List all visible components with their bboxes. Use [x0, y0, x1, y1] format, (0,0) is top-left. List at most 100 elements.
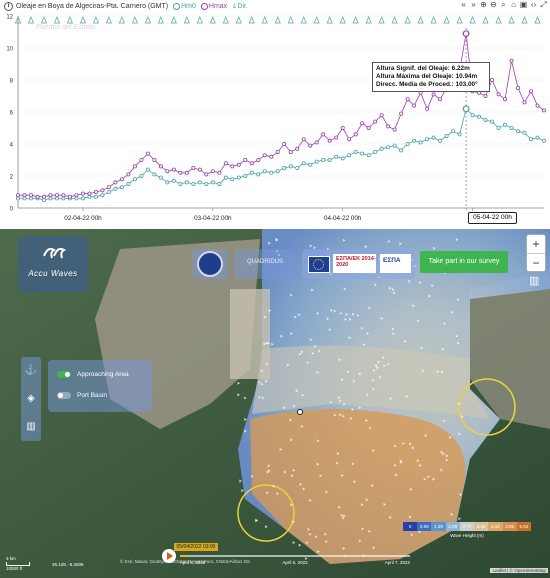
data-point-hmax: [542, 108, 547, 113]
wave-arrow-icon: [316, 462, 320, 466]
legend-dir[interactable]: ⍋ Dir.: [232, 3, 248, 11]
data-point-hm0: [113, 186, 118, 191]
direction-arrow-icon: [430, 16, 437, 24]
data-point-hmax: [80, 191, 85, 196]
time-slider[interactable]: 05/04/2022 03:00 April 5, 2022 April 6, …: [160, 543, 410, 567]
data-point-hm0: [178, 181, 183, 186]
map-attribution[interactable]: Leaflet | © OpenStreetMap: [490, 568, 548, 573]
wave-arrow-icon: [371, 484, 374, 488]
data-point-hmax: [483, 94, 488, 99]
layers-icon[interactable]: ◈: [27, 393, 35, 404]
wave-arrow-icon: [323, 532, 327, 536]
zoom-in-icon[interactable]: ⊕: [480, 0, 487, 9]
data-point-hmax: [438, 97, 443, 102]
wave-arrow-icon: [399, 459, 403, 463]
wave-arrow-icon: [416, 459, 420, 463]
legend-color-cell: 1.39: [431, 522, 446, 531]
legend-color-cell: 0: [403, 522, 418, 531]
wave-arrow-icon: [290, 332, 293, 336]
prev-arrow-icon[interactable]: «: [461, 0, 466, 9]
chart-icon[interactable]: ▥: [26, 421, 36, 432]
data-point-hm0: [503, 122, 508, 127]
partner-logo: QUADRIDUS: [234, 249, 296, 279]
data-point-hm0: [106, 189, 111, 194]
wave-arrow-icon: [329, 400, 333, 404]
legend-hmax[interactable]: Hmax: [200, 3, 227, 10]
wave-arrow-icon: [316, 371, 320, 374]
wave-arrow-icon: [335, 461, 339, 465]
wave-arrow-icon: [342, 547, 346, 550]
direction-arrow-icon: [313, 16, 320, 24]
zoom-in-button[interactable]: +: [527, 235, 545, 254]
wave-arrow-icon: [372, 546, 376, 550]
legend-hm0[interactable]: Hm0: [173, 3, 196, 10]
data-point-hm0: [483, 118, 488, 123]
map-view-icon[interactable]: ▥: [529, 275, 540, 287]
home-icon[interactable]: ⌂: [511, 0, 516, 9]
code-icon[interactable]: ‹›: [530, 0, 537, 9]
play-button[interactable]: [162, 549, 176, 563]
anchor-icon[interactable]: ⚓: [24, 365, 38, 376]
approach-area-circle[interactable]: [458, 378, 516, 436]
time-track[interactable]: [180, 555, 410, 557]
next-arrow-icon[interactable]: »: [471, 0, 476, 9]
data-point-hm0: [210, 180, 215, 185]
wave-arrow-icon: [304, 557, 308, 560]
time-tick: April 5, 2022: [180, 560, 206, 565]
zoom-out-button[interactable]: −: [532, 256, 540, 270]
wave-arrow-icon: [360, 503, 364, 507]
data-point-hm0: [119, 185, 124, 190]
wave-height-legend: 0 0.69 1.39 2.08 2.77 3.46 4.15 4.85 5.54 Wave H…: [403, 522, 531, 544]
wave-arrow-icon: [456, 298, 460, 301]
direction-arrow-icon: [79, 16, 86, 24]
port-basin-circle[interactable]: [237, 484, 295, 542]
survey-button[interactable]: Take part in our survey: [420, 251, 508, 273]
wave-arrow-icon: [394, 473, 398, 477]
data-point-hmax: [165, 169, 170, 174]
wave-arrow-icon: [342, 514, 346, 518]
wave-arrow-icon: [292, 541, 296, 545]
wave-map[interactable]: Accu Waves QUADRIDUS ΕΣΠΑ/ΕΚ 2014-2020 Ε…: [0, 229, 550, 578]
y-tick-label: 12: [6, 15, 13, 21]
legend-hm0-label: Hm0: [181, 3, 196, 10]
data-point-hmax: [48, 193, 53, 198]
wave-arrow-icon: [267, 241, 271, 245]
data-point-hm0: [48, 196, 53, 201]
wave-arrow-icon: [460, 415, 464, 419]
direction-arrow-icon: [495, 16, 502, 24]
data-point-hmax: [295, 146, 300, 151]
data-point-hmax: [132, 164, 137, 169]
hm0-marker-icon: [173, 3, 181, 10]
buoy-marker[interactable]: [297, 409, 303, 415]
lock-icon[interactable]: ▣: [519, 0, 528, 9]
wave-arrow-icon: [432, 246, 436, 250]
toggle-row-port-basin[interactable]: Port Basin: [57, 392, 107, 399]
info-icon[interactable]: i: [4, 2, 13, 11]
wave-arrow-icon: [387, 362, 390, 366]
fullscreen-icon[interactable]: ⤢: [540, 0, 547, 9]
wave-arrow-icon: [326, 317, 330, 321]
data-point-hmax: [535, 103, 540, 108]
wave-arrow-icon: [341, 414, 345, 418]
series-line-hm0: [18, 108, 545, 201]
data-point-hm0: [477, 114, 482, 119]
legend-color-cell: 4.15: [488, 522, 503, 531]
wave-arrow-icon: [238, 479, 242, 483]
wave-arrow-icon: [243, 396, 247, 400]
toggle-row-approaching[interactable]: Approaching Area: [57, 371, 129, 378]
port-basin-toggle[interactable]: [57, 392, 71, 399]
wave-arrow-icon: [455, 238, 459, 242]
data-point-hm0: [165, 180, 170, 185]
wave-arrow-icon: [342, 402, 346, 406]
search-icon[interactable]: ⌕: [501, 0, 506, 9]
wave-arrow-icon: [457, 402, 461, 406]
zoom-out-icon[interactable]: ⊖: [490, 0, 497, 9]
wave-arrow-icon: [430, 284, 434, 288]
wave-arrow-icon: [264, 379, 268, 383]
data-point-hm0: [444, 133, 449, 138]
wave-arrow-icon: [264, 525, 268, 529]
wave-arrow-icon: [391, 327, 395, 331]
data-point-hm0: [340, 156, 345, 161]
wave-arrow-icon: [343, 287, 347, 291]
approaching-area-toggle[interactable]: [57, 371, 71, 378]
